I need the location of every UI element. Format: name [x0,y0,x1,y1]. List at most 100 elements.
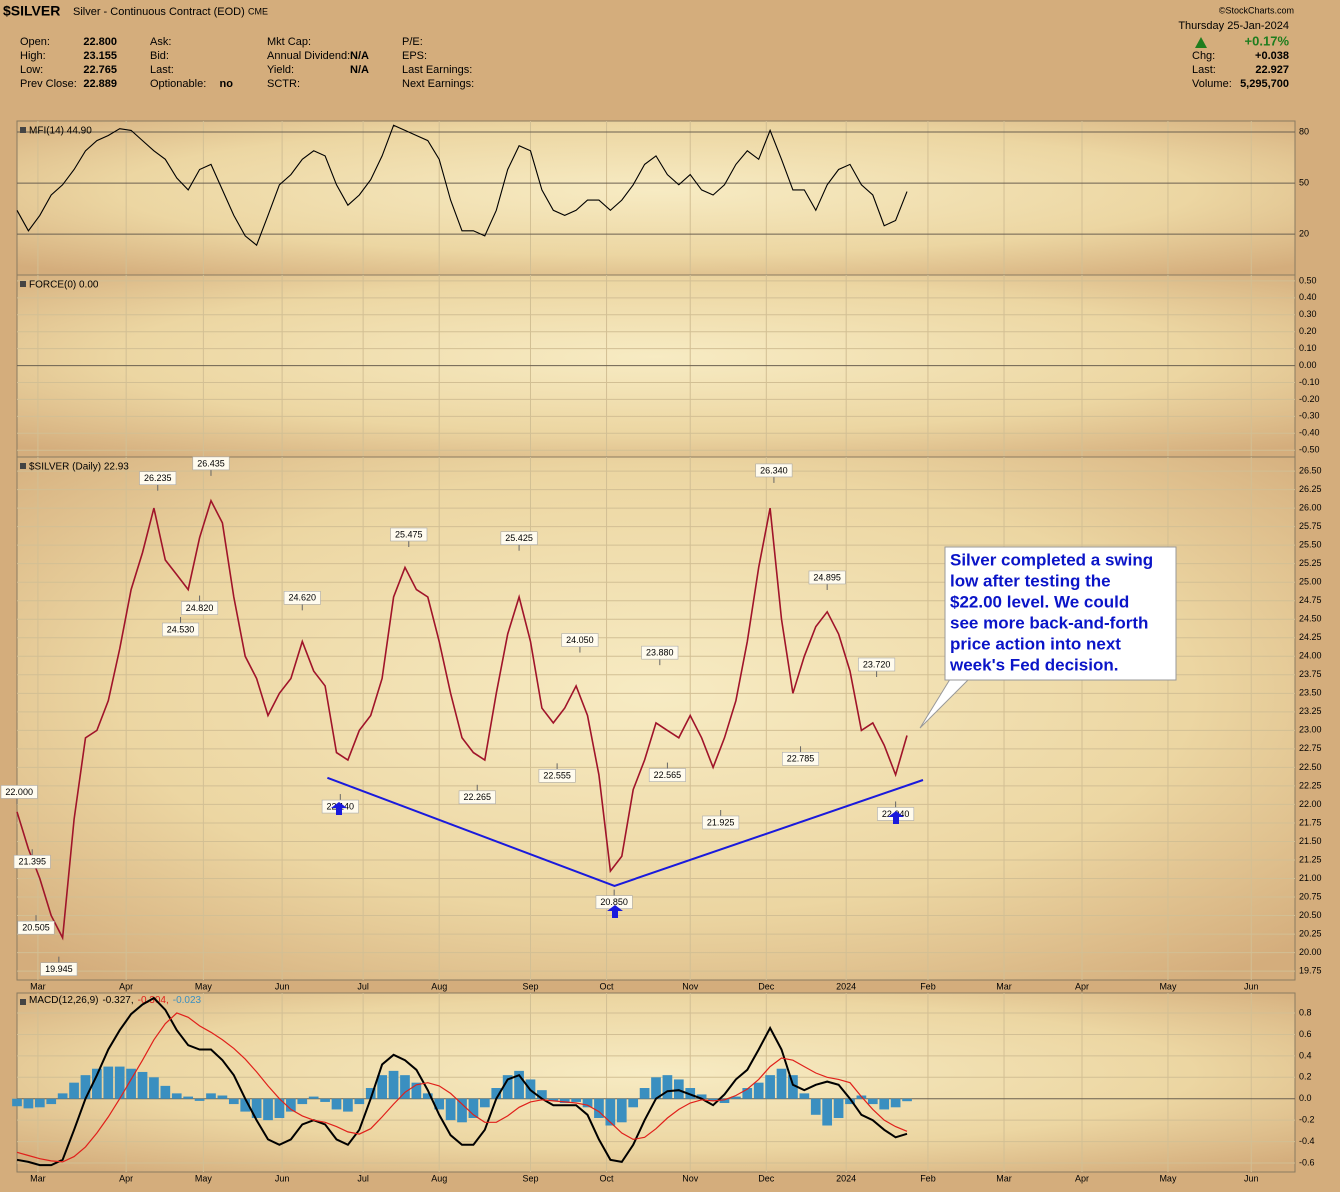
y-tick-label: 22.50 [1299,762,1322,772]
histogram-bar [263,1098,273,1121]
annotation-box [561,633,599,647]
field-label: Last: [1192,64,1216,76]
annotation-box [390,527,428,542]
histogram-bar [354,1098,365,1105]
histogram-bar [422,1093,433,1099]
copyright: ©StockCharts.com [1219,5,1294,15]
y-tick-label: 26.25 [1299,484,1322,494]
callout-text: see more back-and-forth [950,613,1148,632]
x-tick-label: Dec [758,981,775,991]
annotation-box [139,471,177,486]
x-tick-label: Jun [1244,981,1259,991]
field-label: Chg: [1192,50,1215,62]
histogram-bar [594,1098,604,1119]
annotation-box [648,768,686,782]
field-label: Annual Dividend: [267,50,350,62]
histogram-bar [673,1079,684,1099]
panel-title: MFI(14) 44.90 [29,126,92,137]
y-tick-label: 21.00 [1299,873,1322,883]
x-tick-label: Dec [758,1173,775,1183]
histogram-bar [879,1098,890,1110]
field-label: Prev Close: [20,78,77,90]
y-tick-label: -0.30 [1299,411,1320,421]
field-value: +0.038 [1255,50,1289,62]
annotation-box [17,920,55,935]
y-tick-label: 23.50 [1299,688,1322,698]
x-tick-label: May [195,1173,213,1183]
change-pct: +0.17% [1245,33,1290,48]
x-tick-label: May [1159,1173,1177,1183]
y-tick-label: 25.75 [1299,521,1322,531]
x-tick-label: Jun [275,981,290,991]
annotation-label: 24.895 [813,572,841,582]
y-tick-label: 0.30 [1299,309,1317,319]
field-label: Optionable: [150,78,206,90]
histogram-bar [114,1066,125,1099]
y-tick-label: 19.75 [1299,965,1322,975]
x-tick-label: Apr [119,981,133,991]
x-tick-label: Feb [920,1173,936,1183]
field-value: 22.927 [1255,64,1289,76]
title-icon [20,999,26,1005]
y-tick-label: 20.25 [1299,928,1322,938]
y-tick-label: 0.6 [1299,1029,1312,1039]
histogram-bar [845,1098,855,1105]
field-label: Next Earnings: [402,78,474,90]
x-tick-label: Oct [600,981,615,991]
y-tick-label: 0.50 [1299,275,1317,285]
histogram-bar [194,1098,205,1101]
x-tick-label: Jul [357,1173,369,1183]
y-tick-label: -0.40 [1299,428,1320,438]
field-label: EPS: [402,50,427,62]
y-tick-label: -0.4 [1299,1136,1315,1146]
histogram-bar [753,1082,764,1099]
field-label: P/E: [402,36,423,48]
histogram-bar [571,1098,581,1102]
annotation-label: 24.820 [186,603,214,613]
symbol-name: Silver - Continuous Contract (EOD) [73,6,245,18]
x-tick-label: Jul [357,981,369,991]
panel-background [16,120,1296,276]
field-label: Last Earnings: [402,64,472,76]
y-tick-label: 25.50 [1299,540,1322,550]
y-tick-label: 22.00 [1299,799,1322,809]
x-tick-label: 2024 [836,981,856,991]
annotation-label: 22.265 [463,792,491,802]
field-label: Open: [20,36,50,48]
x-tick-label: Nov [682,1173,699,1183]
histogram-bar [274,1098,285,1119]
annotation-label: 22.000 [5,787,33,797]
x-tick-label: Apr [119,1173,133,1183]
field-label: Volume: [1192,78,1232,90]
panel: 0.8 0.6 0.4 0.2 0.0 -0.2 -0.4 -0.6 Mar Apr May Jun J… [12,992,1315,1183]
histogram-bar [662,1075,673,1099]
histogram-bar [605,1098,616,1126]
y-tick-label: 20 [1299,229,1309,239]
annotation-label: 20.505 [22,923,50,933]
annotation-box [641,645,679,660]
x-tick-label: Sep [522,1173,538,1183]
field-label: Last: [150,64,174,76]
x-tick-label: Jun [1244,1173,1259,1183]
histogram-bar [833,1098,844,1119]
y-tick-label: 26.50 [1299,465,1322,475]
histogram-bar [92,1068,102,1099]
histogram-bar [788,1075,798,1099]
panel-title: FORCE(0) 0.00 [29,280,99,291]
y-tick-label: 21.25 [1299,854,1322,864]
y-tick-label: 50 [1299,177,1309,187]
field-label: Low: [20,64,43,76]
histogram-bar [719,1098,730,1104]
histogram-bar [616,1098,627,1123]
histogram-bar [810,1098,821,1115]
field-value: N/A [350,50,369,62]
histogram-bar [57,1093,68,1099]
annotation-label: 25.475 [395,529,423,539]
histogram-bar [46,1098,57,1105]
y-tick-label: 0.4 [1299,1050,1312,1060]
up-arrow [607,905,623,918]
y-tick-label: -0.20 [1299,394,1320,404]
annotation-box [538,769,576,783]
panel-background [16,456,1296,981]
